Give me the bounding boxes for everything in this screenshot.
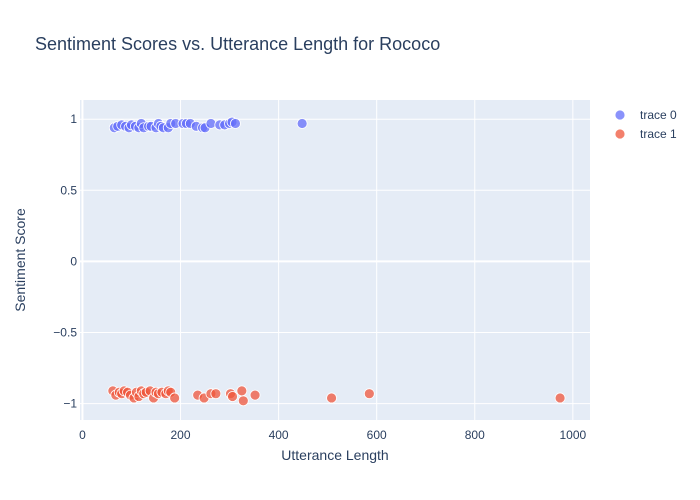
legend[interactable]: trace 0 trace 1 — [614, 108, 677, 141]
y-tick-label: 0 — [70, 254, 77, 268]
x-tick-label: 800 — [465, 428, 485, 442]
legend-item-trace-0[interactable]: trace 0 — [614, 108, 677, 122]
chart-title: Sentiment Scores vs. Utterance Length fo… — [35, 34, 440, 54]
data-points — [107, 116, 566, 407]
x-tick-label: 1000 — [559, 428, 586, 442]
legend-marker — [614, 109, 626, 121]
data-point-trace-0[interactable] — [230, 118, 241, 129]
data-point-trace-1[interactable] — [326, 392, 337, 404]
data-point-trace-1[interactable] — [249, 389, 261, 401]
data-point-trace-1[interactable] — [169, 392, 181, 404]
axis-ticks: 0 200 400 600 800 1000 −1 −0.5 0 0.5 1 — [53, 112, 586, 442]
y-axis-title: Sentiment Score — [12, 208, 28, 312]
data-point-trace-0[interactable] — [205, 118, 217, 129]
data-point-trace-1[interactable] — [227, 391, 238, 402]
legend-label: trace 0 — [640, 108, 677, 122]
data-point-trace-1[interactable] — [237, 395, 249, 407]
data-point-trace-1[interactable] — [210, 388, 222, 400]
y-tick-label: −0.5 — [53, 326, 77, 340]
data-point-trace-1[interactable] — [363, 388, 375, 400]
legend-label: trace 1 — [640, 127, 677, 141]
data-point-trace-0[interactable] — [296, 118, 308, 129]
y-tick-label: −1 — [63, 397, 77, 411]
x-tick-label: 0 — [79, 428, 86, 442]
plot-area — [80, 100, 590, 420]
x-tick-label: 600 — [367, 428, 387, 442]
legend-marker — [614, 128, 626, 140]
x-tick-label: 200 — [171, 428, 191, 442]
x-tick-label: 400 — [269, 428, 289, 442]
data-point-trace-1[interactable] — [554, 392, 566, 404]
x-axis-title: Utterance Length — [281, 447, 388, 463]
y-tick-label: 0.5 — [60, 183, 77, 197]
legend-item-trace-1[interactable]: trace 1 — [614, 127, 677, 141]
grid-lines — [80, 100, 590, 420]
y-tick-label: 1 — [70, 112, 77, 126]
data-point-trace-1[interactable] — [236, 385, 248, 397]
